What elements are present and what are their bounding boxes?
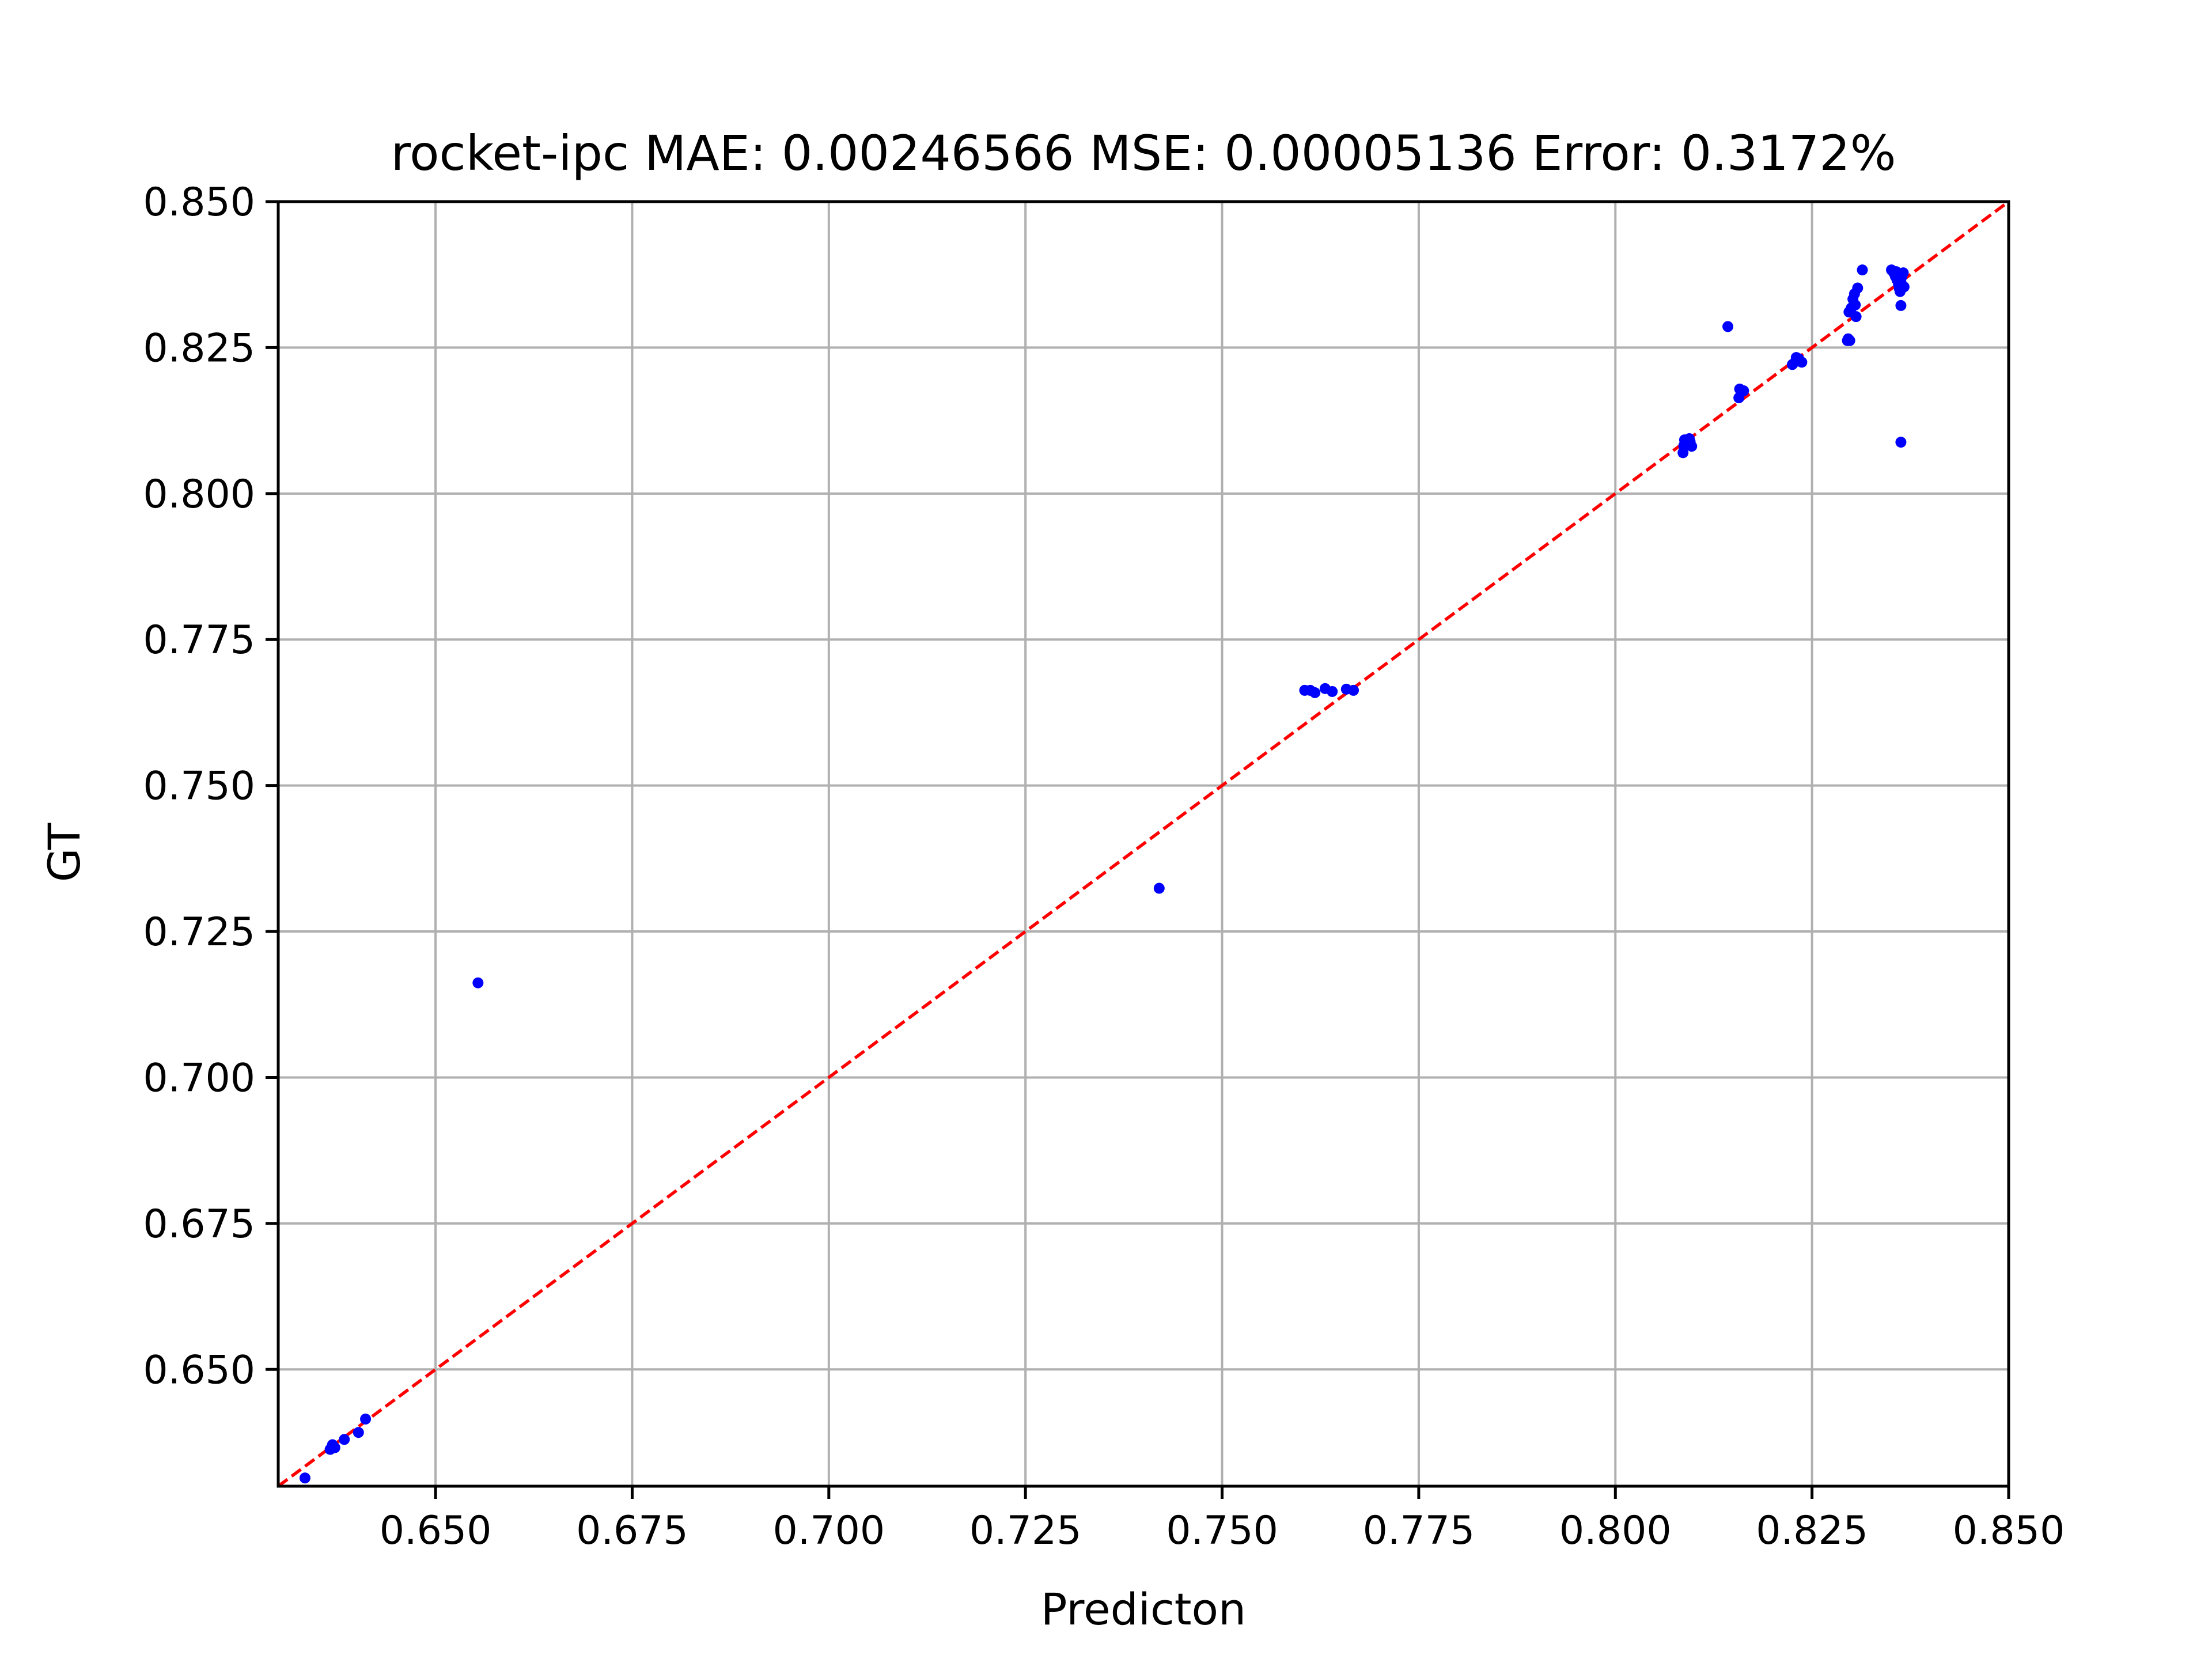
data-point	[1895, 437, 1907, 448]
x-tick-label: 0.675	[576, 1508, 688, 1554]
x-tick-label: 0.750	[1166, 1508, 1278, 1554]
y-axis-ticks: 0.650 0.675 0.700 0.725 0.750 0.775 0.800 0.825…	[143, 180, 278, 1393]
data-point	[339, 1434, 350, 1445]
data-point	[1153, 882, 1165, 894]
x-tick-label: 0.825	[1756, 1508, 1868, 1554]
x-axis-ticks: 0.650 0.675 0.700 0.725 0.750 0.775 0.800 0.825…	[380, 1486, 2065, 1554]
data-point	[360, 1413, 372, 1425]
plot-frame	[276, 200, 2010, 1488]
data-point	[1327, 685, 1338, 697]
x-tick-label: 0.775	[1363, 1508, 1475, 1554]
data-point	[1722, 321, 1734, 332]
y-tick-label: 0.825	[143, 325, 255, 371]
y-tick-label: 0.650	[143, 1347, 255, 1393]
reference-line-y-equals-x	[277, 200, 2010, 1488]
y-tick-label: 0.850	[143, 180, 255, 225]
data-point	[1857, 264, 1868, 276]
y-tick-label: 0.800	[143, 472, 255, 517]
data-point	[1897, 267, 1909, 279]
data-point	[1684, 433, 1695, 445]
x-tick-label: 0.850	[1953, 1508, 2065, 1554]
x-tick-label: 0.650	[380, 1508, 492, 1554]
data-point	[1309, 687, 1321, 698]
data-points	[299, 264, 1910, 1484]
data-point	[1895, 300, 1907, 311]
data-point	[1850, 311, 1862, 323]
y-tick-label: 0.700	[143, 1055, 255, 1101]
y-axis-label: GT	[39, 823, 90, 882]
x-tick-label: 0.800	[1559, 1508, 1672, 1554]
data-point	[1738, 385, 1749, 396]
data-point	[1348, 684, 1359, 696]
x-tick-label: 0.725	[969, 1508, 1082, 1554]
x-tick-label: 0.700	[772, 1508, 885, 1554]
data-point	[353, 1427, 364, 1438]
y-tick-label: 0.725	[143, 910, 255, 955]
data-point	[327, 1439, 338, 1450]
data-point	[1844, 335, 1855, 346]
data-point	[1898, 281, 1910, 293]
y-tick-label: 0.675	[143, 1202, 255, 1247]
y-tick-label: 0.750	[143, 764, 255, 809]
data-point	[472, 977, 484, 988]
data-point	[1852, 282, 1863, 294]
data-point	[1850, 299, 1861, 310]
data-point	[299, 1472, 310, 1484]
chart-title: rocket-ipc MAE: 0.00246566 MSE: 0.000051…	[391, 125, 1896, 181]
y-tick-label: 0.775	[143, 618, 255, 663]
data-point	[1790, 352, 1802, 363]
x-axis-label: Predicton	[1041, 1584, 1246, 1635]
